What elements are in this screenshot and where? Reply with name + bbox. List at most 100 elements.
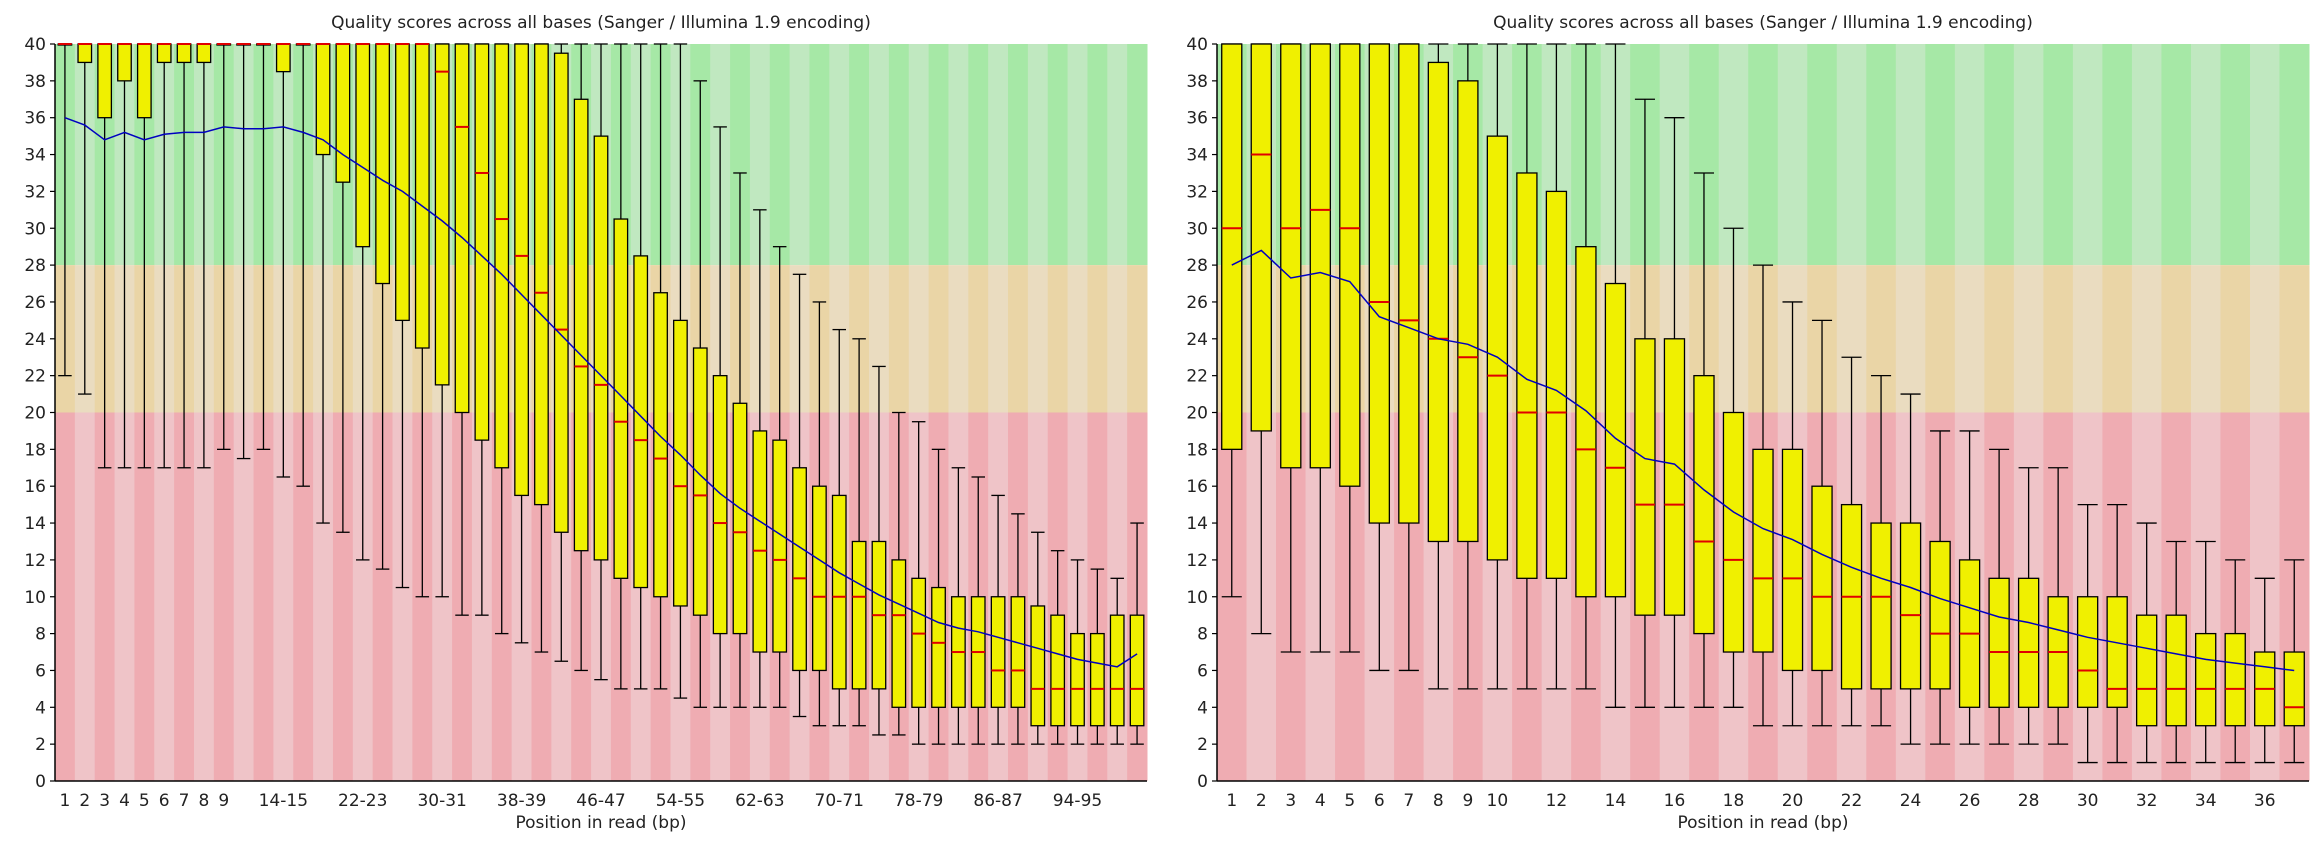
band-cell bbox=[154, 412, 175, 781]
band-cell bbox=[94, 412, 116, 781]
band-cell bbox=[968, 44, 989, 266]
x-tick-label: 9 bbox=[1462, 791, 1473, 811]
band-cell bbox=[2013, 265, 2044, 413]
y-tick-label: 40 bbox=[24, 35, 46, 55]
x-tick-label: 62-63 bbox=[735, 791, 784, 811]
box bbox=[514, 43, 529, 497]
y-tick-label: 38 bbox=[24, 72, 46, 92]
band-cell bbox=[332, 412, 354, 781]
x-tick-label: 22 bbox=[1841, 791, 1863, 811]
band-cell bbox=[928, 265, 949, 413]
band-cell bbox=[1087, 44, 1108, 266]
band-cell bbox=[1027, 265, 1049, 413]
band-cell bbox=[114, 412, 135, 781]
box bbox=[593, 135, 609, 561]
box bbox=[811, 485, 827, 672]
band-cell bbox=[1777, 44, 1808, 266]
band-cell bbox=[1067, 44, 1088, 266]
band-cell bbox=[988, 44, 1009, 266]
band-cell bbox=[2220, 44, 2251, 266]
box bbox=[176, 43, 192, 64]
box bbox=[712, 374, 728, 635]
band-cell bbox=[233, 412, 255, 781]
x-tick-label: 5 bbox=[1344, 791, 1355, 811]
x-tick-label: 4 bbox=[1315, 791, 1326, 811]
y-tick-label: 0 bbox=[35, 772, 46, 792]
band-cell bbox=[2013, 44, 2044, 266]
box bbox=[1030, 605, 1046, 727]
box bbox=[553, 52, 569, 533]
band-cell bbox=[1984, 265, 2015, 413]
x-tick-label: 10 bbox=[1487, 791, 1509, 811]
box bbox=[1516, 172, 1538, 579]
x-tick-label: 16 bbox=[1664, 791, 1686, 811]
band-cell bbox=[1954, 44, 1985, 266]
band-cell bbox=[313, 412, 334, 781]
box bbox=[1109, 614, 1125, 727]
band-cell bbox=[134, 412, 155, 781]
band-cell bbox=[1107, 44, 1128, 266]
band-cell bbox=[988, 265, 1009, 413]
x-tick-label: 78-79 bbox=[894, 791, 943, 811]
box bbox=[1870, 522, 1892, 690]
band-cell bbox=[1895, 265, 1926, 413]
band-cell bbox=[1807, 44, 1838, 266]
box bbox=[2135, 614, 2158, 727]
box bbox=[2283, 651, 2305, 727]
x-tick-label: 18 bbox=[1723, 791, 1745, 811]
box bbox=[1280, 43, 1302, 469]
band-cell bbox=[372, 412, 394, 781]
box bbox=[534, 43, 549, 506]
box bbox=[1070, 632, 1085, 727]
band-cell bbox=[1127, 265, 1148, 413]
band-cell bbox=[2043, 265, 2074, 413]
x-tick-label: 14-15 bbox=[259, 791, 308, 811]
x-tick-label: 54-55 bbox=[656, 791, 705, 811]
box bbox=[1427, 61, 1450, 543]
y-tick-label: 24 bbox=[24, 330, 46, 350]
x-tick-label: 6 bbox=[159, 791, 170, 811]
x-tick-labels: 1 2 3 4 5 6 7 8 9 10 12 14 16 18 20 22 24 26 28 30 32 34 36 bbox=[1226, 791, 2275, 811]
y-tick-label: 8 bbox=[1197, 625, 1208, 645]
y-tick-label: 4 bbox=[1197, 698, 1208, 718]
box bbox=[1899, 522, 1922, 690]
quality-chart-right: Quality scores across all bases (Sanger … bbox=[1186, 13, 2310, 833]
x-tick-label: 14 bbox=[1605, 791, 1627, 811]
box bbox=[2076, 596, 2099, 708]
box bbox=[653, 292, 668, 598]
chart-panel-right: Quality scores across all bases (Sanger … bbox=[1162, 0, 2324, 847]
band-cell bbox=[2249, 44, 2280, 266]
x-tick-label: 30 bbox=[2077, 791, 2099, 811]
band-cell bbox=[2043, 44, 2074, 266]
y-tick-label: 8 bbox=[35, 625, 46, 645]
mean-line bbox=[64, 116, 1138, 668]
box bbox=[732, 402, 748, 635]
box bbox=[414, 43, 430, 349]
band-cell bbox=[829, 44, 850, 266]
band-cell bbox=[174, 412, 195, 781]
y-tick-label: 26 bbox=[1186, 293, 1208, 313]
band-cell bbox=[1954, 265, 1985, 413]
y-tick-label: 14 bbox=[1186, 514, 1208, 534]
band-cell bbox=[253, 412, 274, 781]
x-tick-label: 70-71 bbox=[815, 791, 864, 811]
box bbox=[1781, 448, 1804, 672]
box bbox=[851, 540, 867, 690]
x-tick-label: 2 bbox=[79, 791, 90, 811]
band-cell bbox=[2072, 265, 2103, 413]
box bbox=[1221, 43, 1243, 451]
box bbox=[633, 255, 649, 589]
box bbox=[1693, 374, 1715, 635]
box bbox=[156, 43, 172, 64]
band-cell bbox=[213, 412, 235, 781]
band-cell bbox=[948, 265, 969, 413]
box bbox=[375, 43, 391, 285]
box bbox=[1050, 614, 1066, 727]
band-cell bbox=[769, 44, 791, 266]
band-cell bbox=[2190, 44, 2221, 266]
band-cell bbox=[789, 44, 810, 266]
y-tick-label: 28 bbox=[1186, 256, 1208, 276]
x-axis-label: Position in read (bp) bbox=[515, 813, 686, 833]
x-tick-label: 2 bbox=[1256, 791, 1267, 811]
